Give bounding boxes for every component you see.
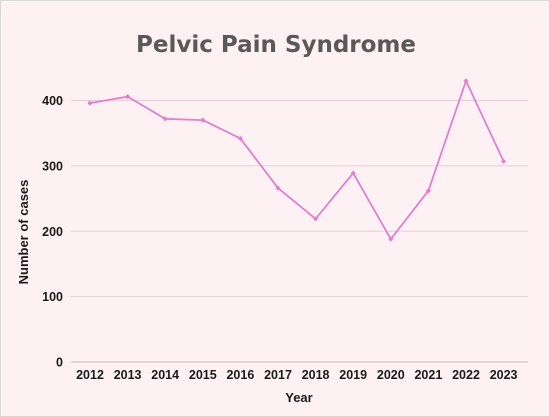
gridlines	[71, 100, 528, 363]
data-point	[237, 135, 243, 142]
x-tick-label: 2017	[264, 368, 292, 382]
chart-title: Pelvic Pain Syndrome	[136, 32, 416, 58]
data-point	[162, 116, 168, 122]
data-point	[388, 236, 394, 242]
x-tick-label: 2015	[189, 368, 217, 382]
series-layer	[87, 78, 507, 242]
x-tick-label: 2019	[339, 368, 367, 382]
y-tick-label: 200	[42, 225, 63, 239]
x-axis-label: Year	[285, 390, 312, 405]
y-tick-label: 300	[42, 159, 63, 173]
x-tick-label: 2016	[226, 368, 254, 382]
y-tick-label: 400	[42, 94, 63, 108]
data-point	[200, 117, 206, 123]
y-tick-label: 100	[42, 290, 63, 304]
x-tick-label: 2022	[452, 368, 480, 382]
x-tick-label: 2018	[302, 368, 330, 382]
data-point	[125, 93, 131, 100]
x-tick-label: 2021	[414, 368, 442, 382]
data-point	[425, 188, 431, 194]
x-tick-label: 2020	[377, 368, 405, 382]
data-point	[275, 185, 281, 191]
data-point	[313, 216, 319, 222]
x-tick-label: 2012	[76, 368, 104, 382]
data-point	[87, 100, 93, 106]
data-point	[501, 158, 507, 164]
y-tick-label: 0	[56, 356, 63, 370]
x-axis-ticks: 2012 2013 2014 2015 2016 2017 2018 2019 2020 2021…	[76, 368, 517, 382]
data-point	[463, 78, 469, 84]
y-axis-ticks: 0 100 200 300 400	[42, 94, 63, 370]
data-point	[350, 170, 356, 176]
series-line	[89, 80, 505, 241]
y-axis-label: Number of cases	[16, 180, 31, 285]
x-tick-label: 2023	[490, 368, 518, 382]
x-tick-label: 2014	[151, 368, 179, 382]
x-tick-label: 2013	[114, 368, 142, 382]
